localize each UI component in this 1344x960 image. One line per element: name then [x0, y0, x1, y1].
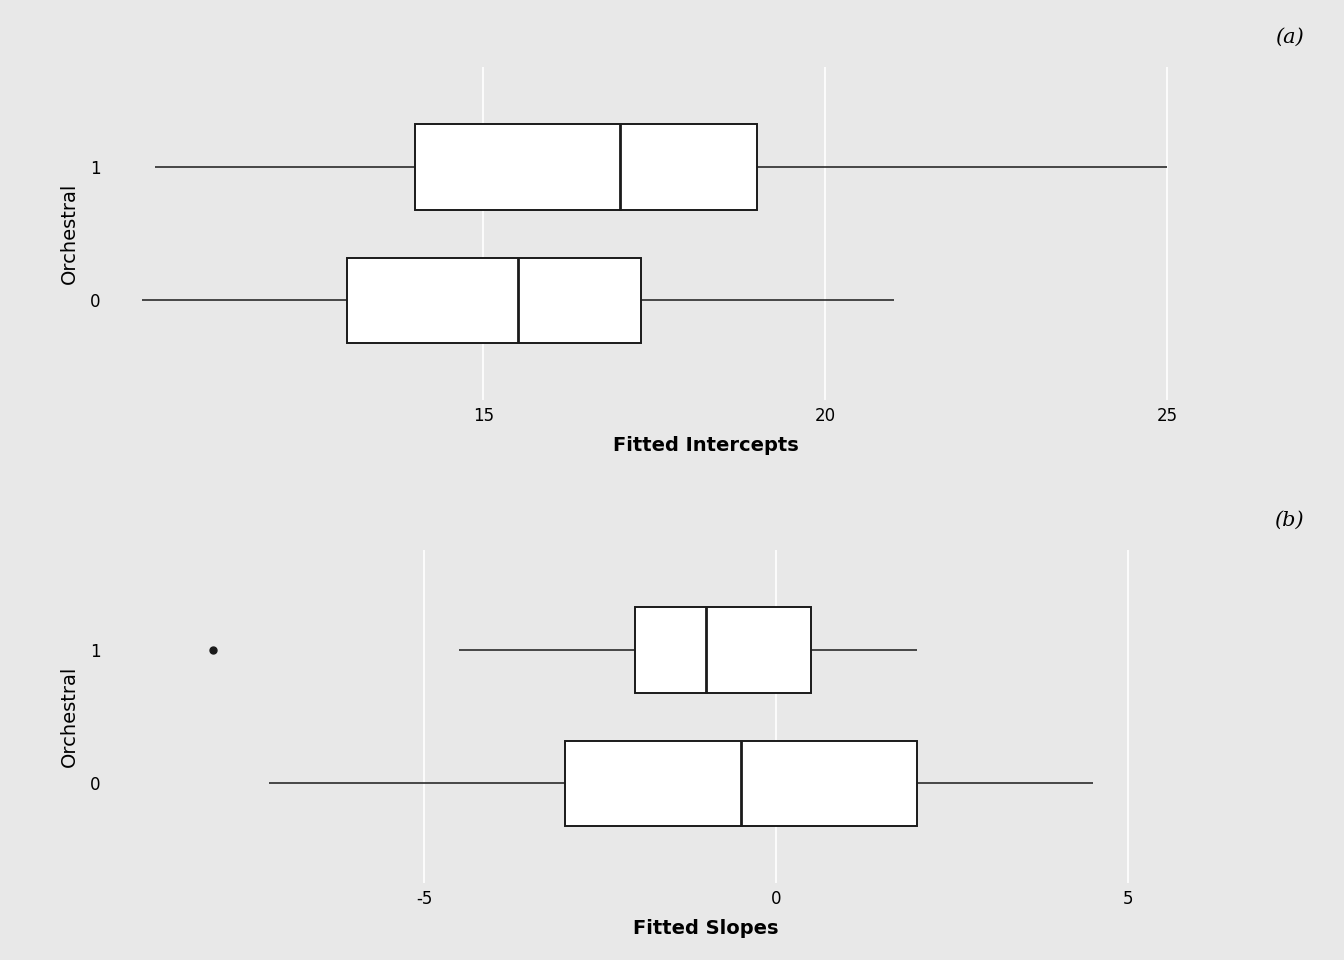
X-axis label: Fitted Slopes: Fitted Slopes — [633, 920, 778, 938]
Bar — [636, 608, 812, 693]
Bar — [564, 741, 917, 826]
Y-axis label: Orchestral: Orchestral — [60, 666, 79, 767]
Text: (b): (b) — [1274, 511, 1304, 530]
Y-axis label: Orchestral: Orchestral — [60, 183, 79, 284]
Bar — [347, 257, 641, 343]
Bar — [415, 125, 757, 209]
Text: (a): (a) — [1275, 28, 1304, 47]
X-axis label: Fitted Intercepts: Fitted Intercepts — [613, 436, 798, 455]
